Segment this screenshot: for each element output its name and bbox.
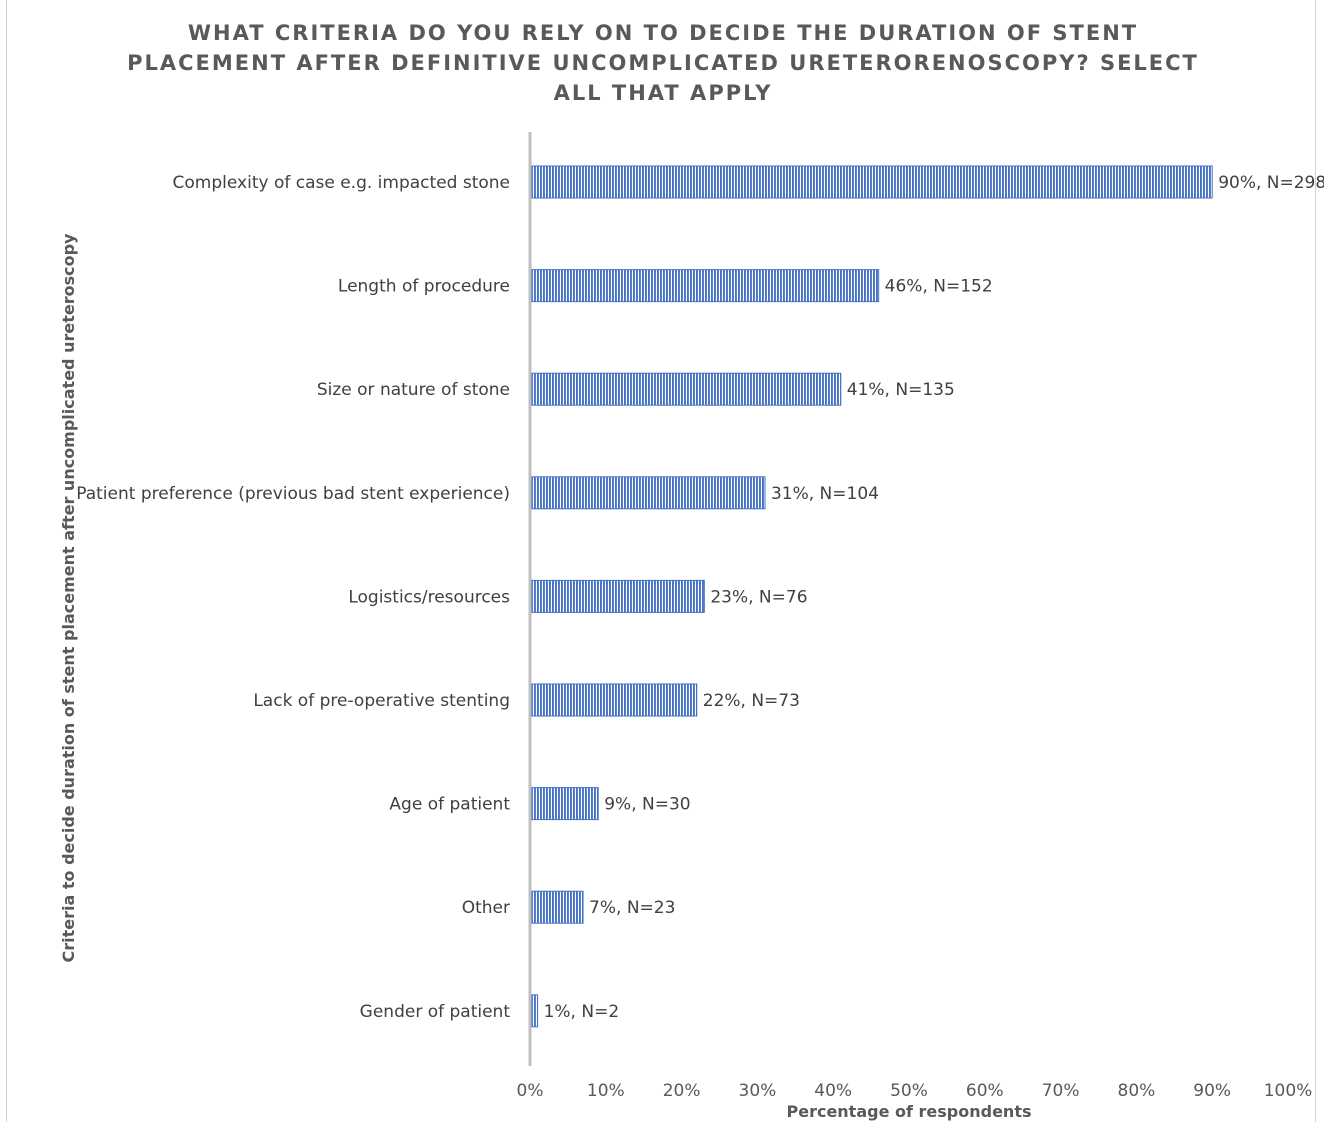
- chart-title: WHAT CRITERIA DO YOU RELY ON TO DECIDE T…: [127, 21, 1199, 105]
- data-label: 90%, N=298: [1218, 173, 1324, 193]
- category-label: Patient preference (previous bad stent e…: [76, 484, 510, 504]
- bar: [530, 683, 698, 717]
- x-tick-label: 60%: [966, 1081, 1004, 1101]
- data-label: 9%, N=30: [604, 795, 690, 815]
- data-label: 1%, N=2: [544, 1002, 620, 1022]
- data-label: 41%, N=135: [847, 380, 955, 400]
- x-tick-label: 80%: [1118, 1081, 1156, 1101]
- data-label: 31%, N=104: [771, 484, 879, 504]
- data-label: 46%, N=152: [885, 277, 993, 297]
- category-label: Complexity of case e.g. impacted stone: [173, 173, 510, 193]
- x-tick-label: 20%: [663, 1081, 701, 1101]
- bar: [530, 269, 880, 303]
- data-label: 22%, N=73: [703, 691, 800, 711]
- x-tick-label: 100%: [1264, 1081, 1313, 1101]
- category-label: Age of patient: [389, 795, 510, 815]
- labels-layer: Complexity of case e.g. impacted stone 90…: [76, 173, 1324, 1101]
- chart-frame: [6, 0, 1316, 1122]
- category-label: Lack of pre-operative stenting: [253, 691, 510, 711]
- x-tick-label: 10%: [587, 1081, 625, 1101]
- category-label: Logistics/resources: [348, 587, 510, 607]
- x-axis-label: Percentage of respondents: [786, 1102, 1031, 1121]
- bar: [530, 372, 842, 406]
- bar: [530, 579, 705, 613]
- data-label: 7%, N=23: [589, 898, 675, 918]
- bars-layer: [530, 165, 1213, 1028]
- x-tick-label: 50%: [890, 1081, 928, 1101]
- y-axis-label: Criteria to decide duration of stent pla…: [59, 233, 78, 963]
- bar: [530, 165, 1213, 199]
- category-label: Size or nature of stone: [317, 380, 510, 400]
- bar: [530, 476, 766, 510]
- category-label: Other: [462, 898, 510, 918]
- x-tick-label: 40%: [814, 1081, 852, 1101]
- x-tick-label: 70%: [1042, 1081, 1080, 1101]
- data-label: 23%, N=76: [710, 587, 807, 607]
- category-label: Gender of patient: [360, 1002, 511, 1022]
- x-tick-label: 90%: [1193, 1081, 1231, 1101]
- bar: [530, 787, 599, 821]
- bar: [530, 994, 539, 1028]
- x-tick-label: 0%: [517, 1081, 544, 1101]
- bar: [530, 890, 584, 924]
- x-tick-label: 30%: [739, 1081, 777, 1101]
- category-label: Length of procedure: [338, 277, 510, 297]
